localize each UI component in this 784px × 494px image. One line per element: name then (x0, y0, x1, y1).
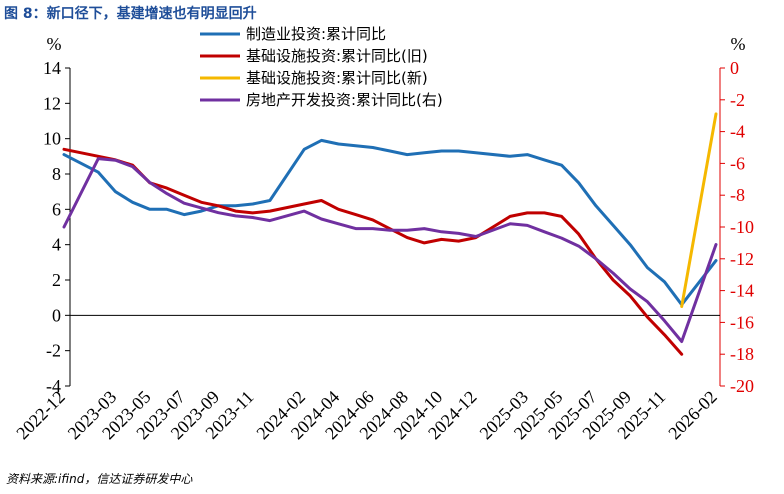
left-axis-tick-label: 8 (52, 164, 61, 184)
left-axis-tick-label: 2 (52, 270, 61, 290)
right-axis-tick-label: -12 (730, 249, 754, 269)
right-axis-tick-label: -4 (730, 122, 745, 142)
x-axis-tick-label: 2022-12 (12, 387, 69, 444)
figure-title: 图 8：新口径下，基建增速也有明显回升 (4, 6, 257, 22)
right-axis-tick-label: -10 (730, 217, 754, 237)
right-axis-tick-label: -20 (730, 376, 754, 396)
source-note: 资料来源:ifind，信达证券研发中心 (6, 472, 193, 486)
right-axis-tick-label: -14 (730, 281, 754, 301)
chart-series (62, 112, 718, 356)
left-axis-tick-label: 6 (52, 199, 61, 219)
legend-label-manufacturing: 制造业投资:累计同比 (246, 25, 386, 43)
right-axis-tick-label: -16 (730, 312, 754, 332)
left-axis-tick-label: 12 (43, 93, 61, 113)
series-line-infra_new (680, 112, 718, 308)
left-axis-tick-label: 0 (52, 305, 61, 325)
series-line-manufacturing (62, 138, 718, 307)
right-axis-unit: % (731, 34, 746, 54)
right-axis-tick-label: -8 (730, 185, 745, 205)
left-axis-tick-label: 14 (43, 58, 61, 78)
right-axis-tick-label: -6 (730, 153, 745, 173)
right-axis-tick-label: -18 (730, 344, 754, 364)
right-axis-tick-label: -2 (730, 90, 745, 110)
legend-label-realestate: 房地产开发投资:累计同比(右) (246, 91, 443, 109)
left-axis-tick-label: 10 (43, 129, 61, 149)
legend-label-infra_new: 基础设施投资:累计同比(新) (246, 69, 428, 87)
legend-label-infra_old: 基础设施投资:累计同比(旧) (246, 47, 428, 65)
left-axis-tick-label: -4 (46, 376, 61, 396)
right-axis-tick-label: 0 (730, 58, 739, 78)
series-line-realestate (62, 157, 718, 343)
x-axis-tick-label: 2026-02 (664, 387, 721, 444)
left-axis-unit: % (47, 34, 62, 54)
series-line-infra_old (62, 147, 684, 356)
left-axis-tick-label: 4 (52, 235, 61, 255)
left-axis-tick-label: -2 (46, 341, 61, 361)
